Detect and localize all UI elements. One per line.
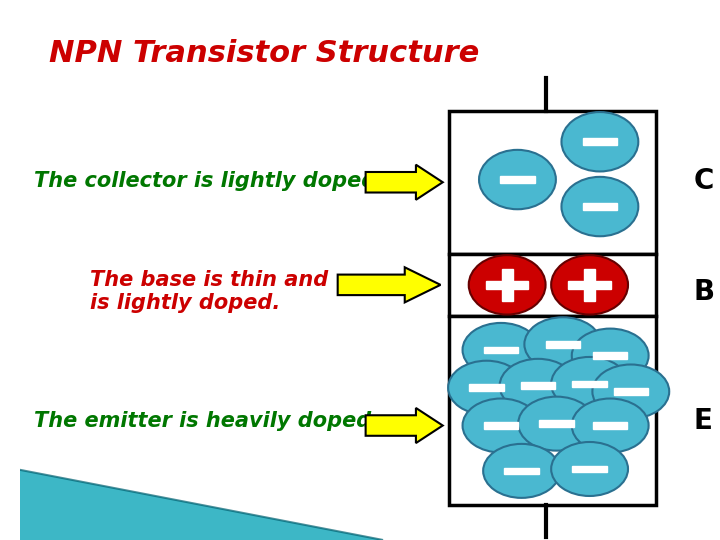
Text: The emitter is heavily doped.: The emitter is heavily doped. xyxy=(34,411,379,431)
Ellipse shape xyxy=(552,442,628,496)
Bar xyxy=(469,384,504,391)
Bar xyxy=(582,138,617,145)
Bar xyxy=(502,268,513,301)
Ellipse shape xyxy=(572,399,649,453)
Bar xyxy=(582,203,617,210)
Bar xyxy=(521,382,555,389)
Circle shape xyxy=(469,255,546,314)
Bar xyxy=(449,111,655,254)
Ellipse shape xyxy=(448,361,525,415)
Ellipse shape xyxy=(562,177,639,236)
Ellipse shape xyxy=(524,317,601,372)
Ellipse shape xyxy=(500,359,577,413)
Circle shape xyxy=(552,255,628,314)
Bar xyxy=(449,316,655,505)
Bar xyxy=(593,352,628,359)
Polygon shape xyxy=(20,470,383,540)
Ellipse shape xyxy=(479,150,556,209)
Text: B: B xyxy=(694,278,715,306)
Ellipse shape xyxy=(483,444,560,498)
Ellipse shape xyxy=(552,357,628,411)
FancyArrow shape xyxy=(366,165,443,200)
Bar xyxy=(484,347,518,353)
Bar xyxy=(504,468,539,474)
Text: The collector is lightly doped.: The collector is lightly doped. xyxy=(34,171,384,191)
Ellipse shape xyxy=(518,396,595,450)
Bar xyxy=(593,422,628,429)
Bar xyxy=(572,465,607,472)
Text: E: E xyxy=(694,407,713,435)
FancyArrow shape xyxy=(338,267,441,302)
Bar xyxy=(569,281,611,289)
Bar xyxy=(539,420,574,427)
Ellipse shape xyxy=(462,323,539,377)
Text: The base is thin and
is lightly doped.: The base is thin and is lightly doped. xyxy=(90,270,328,313)
Bar xyxy=(584,268,595,301)
Bar xyxy=(484,422,518,429)
Text: C: C xyxy=(694,167,714,195)
Bar xyxy=(613,388,648,395)
Ellipse shape xyxy=(562,112,639,172)
Bar xyxy=(449,254,655,316)
Bar xyxy=(546,341,580,348)
Ellipse shape xyxy=(593,364,669,418)
Bar xyxy=(500,176,535,183)
FancyArrow shape xyxy=(366,408,443,443)
Text: NPN Transistor Structure: NPN Transistor Structure xyxy=(49,39,480,69)
Ellipse shape xyxy=(572,328,649,382)
Bar xyxy=(572,381,607,387)
Bar xyxy=(486,281,528,289)
Ellipse shape xyxy=(462,399,539,453)
